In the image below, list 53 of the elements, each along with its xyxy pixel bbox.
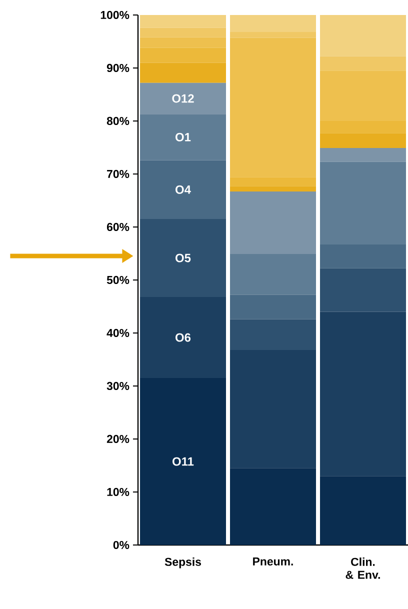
- bar: [230, 319, 316, 350]
- bar: [230, 350, 316, 468]
- bar: [140, 378, 226, 545]
- bar: [140, 296, 226, 378]
- y-tick-label: 100%: [100, 10, 130, 20]
- bar: [140, 14, 226, 28]
- bar: [140, 28, 226, 38]
- y-tick-label: 40%: [106, 328, 130, 338]
- data-label: O6: [176, 333, 191, 342]
- bar: [320, 162, 406, 244]
- y-tick-label: 30%: [106, 382, 130, 390]
- bar: [320, 312, 406, 476]
- y-tick-label: 0%: [113, 540, 130, 550]
- x-tick-label: Sepsis: [164, 558, 202, 568]
- data-label: O5: [176, 254, 191, 262]
- bar: [320, 120, 406, 134]
- bar: [230, 294, 316, 320]
- y-tick-label: 50%: [106, 276, 130, 284]
- bar: [140, 114, 226, 160]
- y-tick-label: 20%: [106, 434, 130, 444]
- bar: [140, 219, 226, 297]
- y-tick-label: 60%: [106, 222, 130, 232]
- y-tick-label: 70%: [107, 170, 130, 178]
- y-tick-label: 80%: [106, 116, 130, 126]
- x-tick-label: Pneum.: [253, 558, 293, 566]
- bar: [230, 191, 316, 254]
- bar: [140, 62, 226, 83]
- bar: [230, 254, 316, 295]
- bar: [320, 244, 406, 268]
- data-label: O4: [176, 185, 191, 194]
- data-label: O11: [172, 457, 194, 466]
- bar: [320, 56, 406, 71]
- bar: [320, 268, 406, 312]
- bar: [140, 37, 226, 48]
- bar: [140, 82, 226, 114]
- bar: [140, 48, 226, 63]
- bar: [230, 468, 316, 545]
- data-label: O1: [176, 132, 191, 142]
- bar: [230, 186, 316, 192]
- bar: [320, 70, 406, 121]
- bar: [320, 476, 406, 545]
- y-tick-label: 10%: [107, 488, 130, 496]
- bar: [230, 177, 316, 186]
- bar: [320, 14, 406, 56]
- bar: [230, 38, 316, 178]
- y-tick-label: 90%: [106, 64, 130, 72]
- bar: [320, 133, 406, 148]
- bar: [230, 32, 316, 38]
- bar: [320, 148, 406, 162]
- x-tick-label: Clin. & Env.: [346, 558, 380, 579]
- bar: [230, 14, 316, 32]
- data-label: O12: [172, 94, 194, 103]
- bar: [140, 160, 226, 220]
